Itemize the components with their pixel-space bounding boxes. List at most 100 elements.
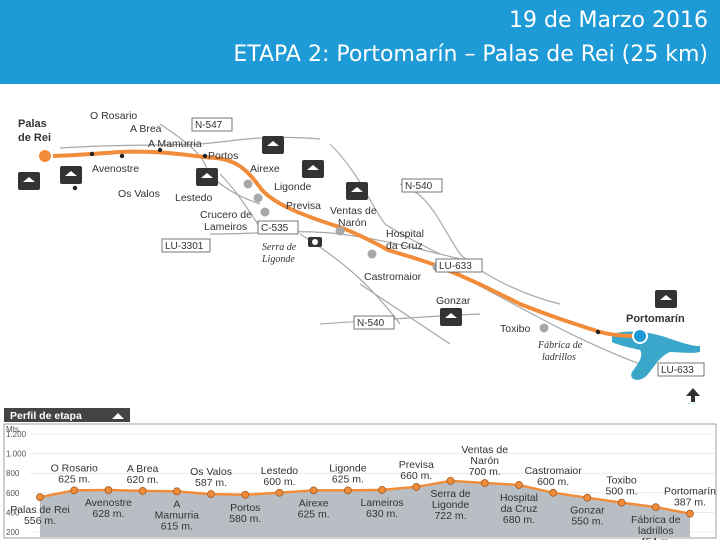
stage-date: 19 de Marzo 2016	[509, 8, 708, 33]
profile-altitude-label: 625 m.	[58, 473, 90, 485]
profile-place-label: Fábrica de	[631, 514, 681, 526]
profile-point	[172, 487, 181, 496]
reservoir	[612, 331, 700, 380]
road-lu633-b: LU-633	[661, 365, 694, 376]
stage-title: ETAPA 2: Portomarín – Palas de Rei (25 k…	[233, 42, 708, 67]
compass-label: N	[687, 402, 695, 404]
profile-point	[378, 485, 387, 494]
y-tick-label: 1.200	[6, 430, 27, 439]
profile-place-label: A	[173, 498, 180, 510]
profile-place-label: Previsa	[399, 459, 434, 471]
town-airexe: Airexe	[250, 163, 280, 175]
profile-place-label: O Rosario	[51, 462, 98, 474]
albergue-icon	[18, 136, 677, 326]
profile-place-label: Palas de Rei	[10, 504, 70, 516]
profile-altitude-label: 387 m.	[674, 497, 706, 509]
profile-place-label: A Brea	[127, 463, 159, 475]
profile-place-label: Os Valos	[190, 466, 232, 478]
town-hospital-1: Hospital	[386, 228, 424, 240]
profile-place-label: Avenostre	[85, 497, 132, 509]
profile-terrain	[40, 480, 690, 537]
compass-icon: N	[686, 388, 700, 404]
profile-altitude-label: 680 m.	[503, 514, 535, 526]
profile-point	[207, 490, 215, 498]
profile-place-label: Serra de	[430, 488, 470, 500]
profile-altitude-label: 454 m.	[640, 536, 672, 540]
profile-place-label: Gonzar	[570, 505, 605, 517]
y-tick-label: 800	[6, 469, 20, 478]
profile-altitude-label: 660 m.	[400, 470, 432, 482]
profile-altitude-label: 630 m.	[366, 508, 398, 520]
profile-point	[446, 476, 455, 485]
town-crucero-2: Lameiros	[204, 221, 247, 233]
profile-altitude-label: 700 m.	[469, 466, 501, 478]
town-lestedo: Lestedo	[175, 192, 213, 204]
town-hospital-2: da Cruz	[386, 240, 423, 252]
profile-place-label: Lestedo	[261, 465, 299, 477]
town-palas-de-rei-1: Palas	[18, 118, 47, 130]
header-banner: 19 de Marzo 2016 ETAPA 2: Portomarín – P…	[0, 0, 720, 84]
profile-place-label: ladrillos	[638, 525, 674, 537]
profile-place-label: Lameiros	[361, 497, 404, 509]
profile-title: Perfil de etapa	[10, 410, 82, 422]
town-o-rosario: O Rosario	[90, 110, 137, 122]
town-avenostre: Avenostre	[92, 163, 139, 175]
town-os-valos: Os Valos	[118, 188, 160, 200]
town-ventas-de-naron-2: Narón	[338, 217, 367, 229]
start-marker	[37, 148, 53, 164]
profile-point	[104, 486, 113, 494]
profile-altitude-label: 625 m.	[298, 508, 330, 520]
town-portos: Portos	[208, 150, 238, 162]
serra-ligonde-1: Serra de	[262, 242, 297, 253]
profile-place-label: Portos	[230, 502, 260, 514]
profile-title-bar	[4, 408, 130, 422]
town-previsa: Previsa	[286, 200, 321, 212]
profile-altitude-label: 580 m.	[229, 513, 261, 525]
profile-unit: Mts.	[6, 425, 21, 434]
profile-point	[412, 483, 421, 491]
town-palas-de-rei-2: de Rei	[18, 132, 51, 144]
elevation-profile: Perfil de etapa Mts. 1.200 1.000 800 600 400…	[0, 404, 720, 540]
route-line	[43, 149, 642, 338]
profile-point	[275, 488, 284, 497]
profile-y-axis: 1.200 1.000 800 600 400 200	[6, 430, 27, 537]
profile-place-label: Hospital	[500, 492, 538, 504]
profile-place-label: Ligonde	[432, 499, 470, 511]
profile-altitude-label: 615 m.	[161, 520, 193, 532]
profile-place-label: Castromaior	[525, 465, 583, 477]
route-map: Palas de Rei Portomarín O Rosario A Brea…	[0, 84, 720, 404]
profile-altitude-label: 620 m.	[127, 474, 159, 486]
y-tick-label: 600	[6, 489, 20, 498]
town-portomarin: Portomarín	[626, 313, 685, 325]
profile-altitude-label: 625 m.	[332, 473, 364, 485]
mountain-icon	[112, 413, 124, 419]
y-tick-label: 1.000	[6, 450, 27, 459]
road-lu3301: LU-3301	[165, 241, 204, 252]
profile-point	[617, 498, 626, 507]
profile-altitude-label: 556 m.	[24, 515, 56, 527]
profile-place-label: Toxibo	[606, 475, 637, 487]
profile-point	[515, 481, 523, 489]
profile-point	[70, 486, 79, 495]
profile-point	[241, 490, 250, 499]
profile-altitude-label: 587 m.	[195, 477, 227, 489]
road-n547: N-547	[195, 120, 223, 131]
profile-place-label: Ligonde	[329, 462, 367, 474]
profile-point	[651, 503, 660, 512]
profile-point	[138, 486, 147, 495]
profile-point	[549, 488, 558, 497]
profile-point	[686, 509, 694, 518]
road-n540-b: N-540	[357, 318, 385, 329]
profile-place-label: da Cruz	[501, 503, 538, 515]
town-toxibo: Toxibo	[500, 323, 531, 335]
town-a-brea: A Brea	[130, 123, 162, 135]
profile-altitude-label: 600 m.	[263, 476, 295, 488]
end-marker	[632, 328, 648, 344]
town-ligonde: Ligonde	[274, 181, 312, 193]
y-tick-label: 400	[6, 508, 20, 517]
profile-point	[36, 493, 44, 502]
profile-line	[39, 479, 691, 515]
road-n540-a: N-540	[405, 181, 433, 192]
profile-altitude-label: 500 m.	[606, 486, 638, 498]
profile-place-label: Airexe	[299, 497, 329, 509]
